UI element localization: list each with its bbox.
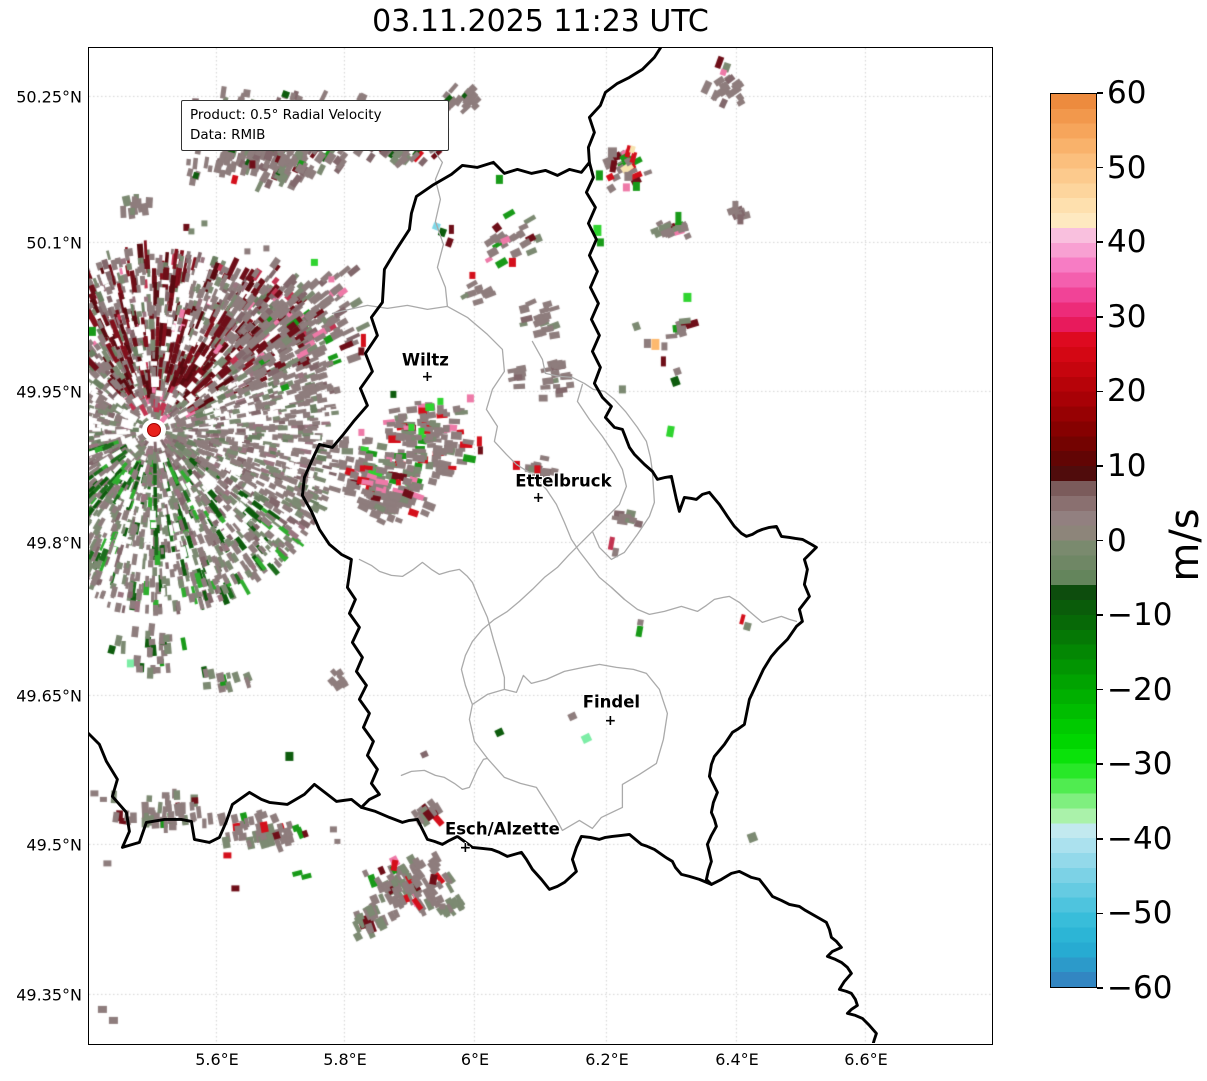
colorbar-tick-label: −50: [1107, 895, 1173, 932]
product-info-line1: Product: 0.5° Radial Velocity: [190, 107, 382, 123]
page-title: 03.11.2025 11:23 UTC: [372, 4, 709, 39]
city-location-marker: +: [421, 369, 434, 386]
lat-tick-label: 49.35°N: [16, 985, 82, 1005]
city-location-marker: +: [532, 490, 545, 507]
colorbar-tick-mark: [1097, 315, 1103, 318]
district-border-line: [468, 663, 669, 832]
colorbar-tick-label: −10: [1107, 597, 1173, 634]
country-border-line: [89, 731, 363, 849]
colorbar-tick-mark: [1097, 465, 1103, 467]
lat-tick-label: 49.5°N: [26, 835, 82, 855]
lon-tick-label: 6.6°E: [844, 1050, 888, 1069]
district-border-line: [358, 558, 506, 691]
colorbar: [1050, 93, 1097, 988]
district-border-line: [576, 383, 656, 561]
country-border-line: [300, 160, 818, 891]
district-border-line: [400, 757, 489, 791]
district-border-line: [610, 586, 798, 624]
district-border-line: [531, 340, 654, 473]
lat-tick-label: 49.95°N: [16, 382, 82, 402]
city-label: Findel: [582, 692, 641, 712]
product-info-line2: Data: RMIB: [190, 127, 266, 144]
radar-site-marker: [147, 423, 162, 438]
lon-tick-label: 6°E: [460, 1050, 490, 1069]
product-info-box: Product: 0.5° Radial Velocity Data: RMIB: [181, 100, 449, 151]
colorbar-tick-mark: [1097, 390, 1103, 393]
colorbar-tick-mark: [1097, 763, 1103, 766]
colorbar-tick-mark: [1097, 838, 1103, 840]
district-border-line: [331, 304, 449, 315]
colorbar-tick-label: −40: [1107, 820, 1173, 857]
colorbar-tick-mark: [1097, 241, 1103, 243]
colorbar-tick-label: 0: [1107, 522, 1127, 559]
colorbar-tick-label: 10: [1107, 447, 1147, 484]
city-label: Ettelbruck: [515, 471, 612, 491]
colorbar-tick-label: 20: [1107, 373, 1147, 410]
district-border-line: [446, 305, 626, 601]
lon-tick-label: 5.6°E: [195, 1050, 239, 1069]
city-label: Esch/Alzette: [444, 819, 560, 839]
colorbar-tick-label: 50: [1107, 149, 1147, 186]
lat-tick-label: 50.25°N: [16, 87, 82, 107]
lon-tick-label: 6.2°E: [585, 1050, 629, 1069]
colorbar-tick-mark: [1097, 92, 1103, 94]
colorbar-tick-mark: [1097, 166, 1103, 169]
lat-tick-label: 50.1°N: [26, 233, 82, 253]
country-border-line: [586, 48, 663, 164]
lat-tick-label: 49.8°N: [26, 533, 82, 553]
lon-tick-label: 6.4°E: [715, 1050, 759, 1069]
colorbar-tick-label: −30: [1107, 746, 1173, 783]
colorbar-tick-label: −20: [1107, 671, 1173, 708]
map-plot-area: Product: 0.5° Radial Velocity Data: RMIB…: [88, 47, 993, 1045]
colorbar-tick-mark: [1097, 614, 1103, 616]
colorbar-tick-label: 40: [1107, 224, 1147, 261]
city-location-marker: +: [459, 840, 472, 857]
lat-tick-label: 49.65°N: [16, 686, 82, 706]
colorbar-tick-label: 60: [1107, 75, 1147, 111]
colorbar-tick-mark: [1097, 987, 1103, 989]
colorbar-tick-mark: [1097, 539, 1103, 542]
lon-tick-label: 5.8°E: [323, 1050, 367, 1069]
city-label: Wiltz: [401, 350, 449, 370]
colorbar-tick-label: 30: [1107, 298, 1147, 335]
border-overlay: [89, 48, 878, 1043]
country-border-line: [709, 869, 878, 1043]
colorbar-tick-mark: [1097, 688, 1103, 691]
colorbar-unit-label: m/s: [1162, 508, 1207, 582]
district-border-line: [460, 530, 594, 706]
colorbar-tick-label: −60: [1107, 970, 1173, 1006]
colorbar-tick-mark: [1097, 912, 1103, 915]
city-location-marker: +: [604, 713, 617, 730]
